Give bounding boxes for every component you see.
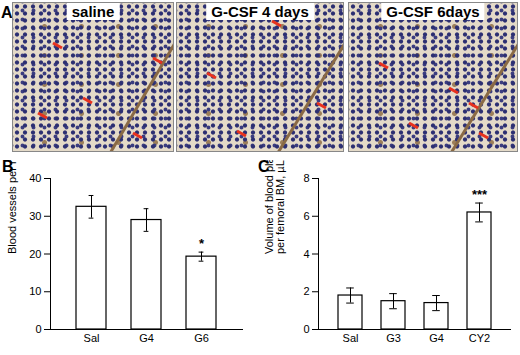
svg-text:*: * — [199, 236, 205, 251]
svg-text:6: 6 — [303, 210, 309, 222]
html-text:A: A — [1, 4, 13, 21]
svg-text:G3: G3 — [386, 332, 401, 344]
html-text:saline: saline — [71, 3, 115, 20]
svg-text:G6: G6 — [194, 332, 209, 344]
svg-text:8: 8 — [303, 172, 309, 184]
svg-text:0: 0 — [35, 323, 41, 335]
svg-text:***: *** — [472, 187, 488, 202]
svg-text:30: 30 — [29, 210, 41, 222]
svg-text:2: 2 — [303, 285, 309, 297]
svg-text:10: 10 — [29, 285, 41, 297]
svg-text:4: 4 — [303, 248, 309, 260]
html-text:G-CSF 6days: G-CSF 6days — [386, 3, 480, 20]
html-text:C: C — [258, 158, 270, 175]
svg-text:Sal: Sal — [84, 332, 100, 344]
svg-text:Sal: Sal — [343, 332, 359, 344]
svg-text:20: 20 — [29, 248, 41, 260]
svg-text:G4: G4 — [429, 332, 444, 344]
svg-text:0: 0 — [303, 323, 309, 335]
svg-text:CY2: CY2 — [469, 332, 490, 344]
svg-text:G4: G4 — [139, 332, 154, 344]
html-text:G-CSF 4 days: G-CSF 4 days — [211, 3, 309, 20]
svg-text:40: 40 — [29, 172, 41, 184]
html-text:B: B — [2, 158, 14, 175]
